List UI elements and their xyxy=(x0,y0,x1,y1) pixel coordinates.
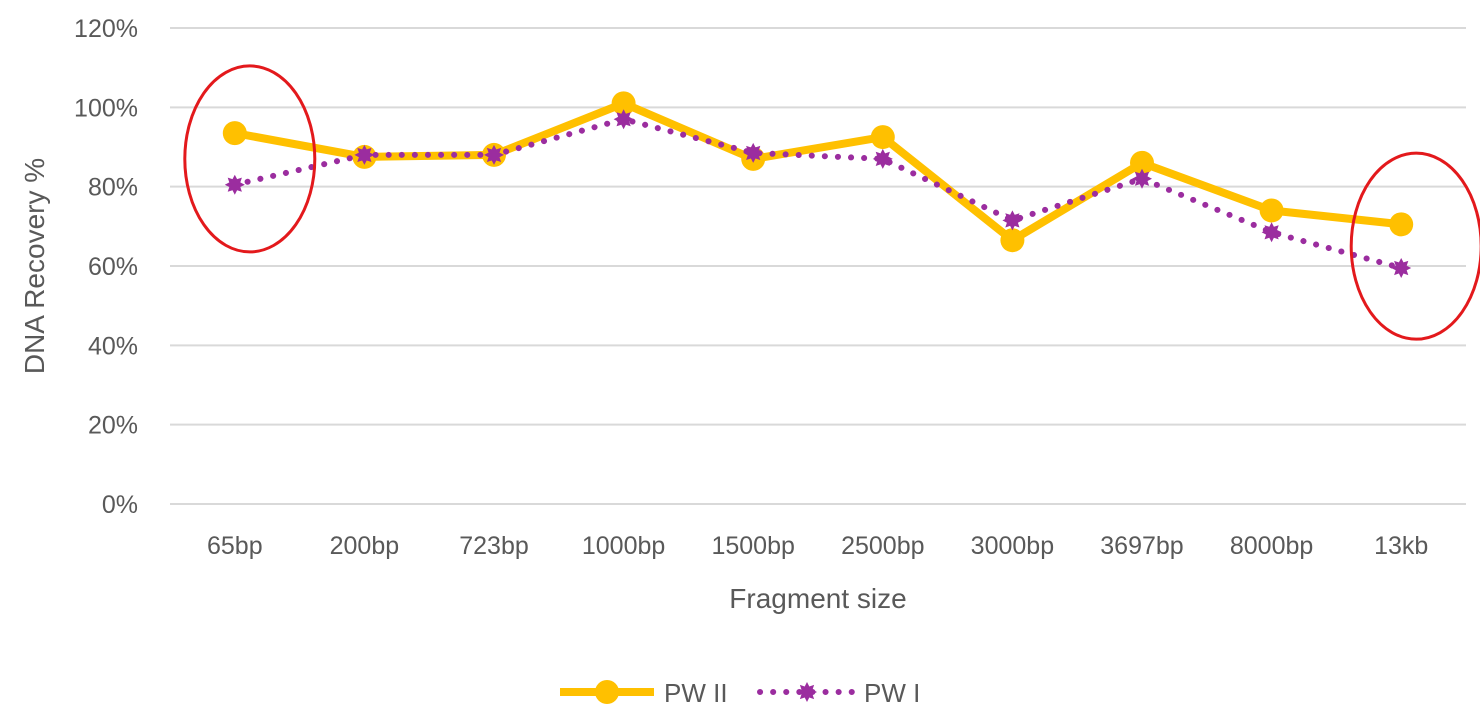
legend-label: PW II xyxy=(664,678,728,708)
annotations xyxy=(183,64,1480,341)
x-axis-ticks: 65bp 200bp 723bp 1000bp 1500bp 2500bp 3000bp 36… xyxy=(207,532,1428,560)
y-tick-label: 100% xyxy=(74,94,138,122)
x-tick-label: 3697bp xyxy=(1100,532,1183,560)
data-point-pw-ii xyxy=(1389,212,1414,237)
data-point-pw-i xyxy=(354,144,375,165)
legend: PW II PW I xyxy=(560,678,920,708)
y-axis-ticks: 0% 20% 40% 60% 80% 100% 120% xyxy=(74,15,138,519)
y-tick-label: 40% xyxy=(88,332,138,360)
series-line xyxy=(234,99,1402,245)
series-pw-ii xyxy=(222,91,1414,253)
x-tick-label: 200bp xyxy=(330,532,400,560)
data-point-pw-ii xyxy=(1130,150,1154,175)
data-point-pw-i xyxy=(743,142,764,163)
data-point-pw-i xyxy=(872,148,893,169)
gridlines xyxy=(170,27,1466,505)
x-tick-label: 8000bp xyxy=(1230,532,1313,560)
data-point-pw-ii xyxy=(1000,228,1025,253)
data-point-pw-ii xyxy=(1259,198,1284,223)
data-point-pw-i xyxy=(1002,210,1023,231)
x-tick-label: 1000bp xyxy=(582,532,665,560)
x-tick-label: 2500bp xyxy=(841,532,924,560)
x-tick-label: 1500bp xyxy=(711,532,794,560)
legend-item: PW I xyxy=(757,678,920,708)
legend-item: PW II xyxy=(560,678,728,708)
data-point-pw-ii xyxy=(611,91,636,116)
series-line xyxy=(231,116,1405,271)
data-point-pw-i xyxy=(797,682,817,702)
y-tick-label: 20% xyxy=(88,412,138,440)
series-pw-i xyxy=(224,109,1412,278)
data-point-pw-i xyxy=(484,144,504,165)
data-point-pw-i xyxy=(1391,258,1412,278)
y-tick-label: 80% xyxy=(88,174,138,202)
data-point-pw-ii xyxy=(870,125,895,150)
x-tick-label: 3000bp xyxy=(971,532,1054,560)
y-tick-label: 120% xyxy=(74,15,138,43)
highlight-ellipse xyxy=(1349,151,1480,341)
y-tick-label: 0% xyxy=(102,491,138,519)
x-tick-label: 723bp xyxy=(459,532,529,560)
data-point-pw-i xyxy=(1132,168,1152,189)
data-point-pw-ii xyxy=(595,680,619,704)
highlight-ellipse xyxy=(183,64,317,254)
data-point-pw-i xyxy=(1261,222,1282,243)
x-axis-title: Fragment size xyxy=(729,583,906,614)
x-tick-label: 65bp xyxy=(207,532,263,560)
data-point-pw-ii xyxy=(222,121,247,146)
data-point-pw-i xyxy=(224,174,245,195)
x-tick-label: 13kb xyxy=(1374,532,1428,560)
legend-label: PW I xyxy=(864,678,920,708)
data-point-pw-i xyxy=(613,109,634,130)
data-series xyxy=(222,91,1414,278)
y-tick-label: 60% xyxy=(88,253,138,281)
y-axis-title: DNA Recovery % xyxy=(19,158,50,374)
